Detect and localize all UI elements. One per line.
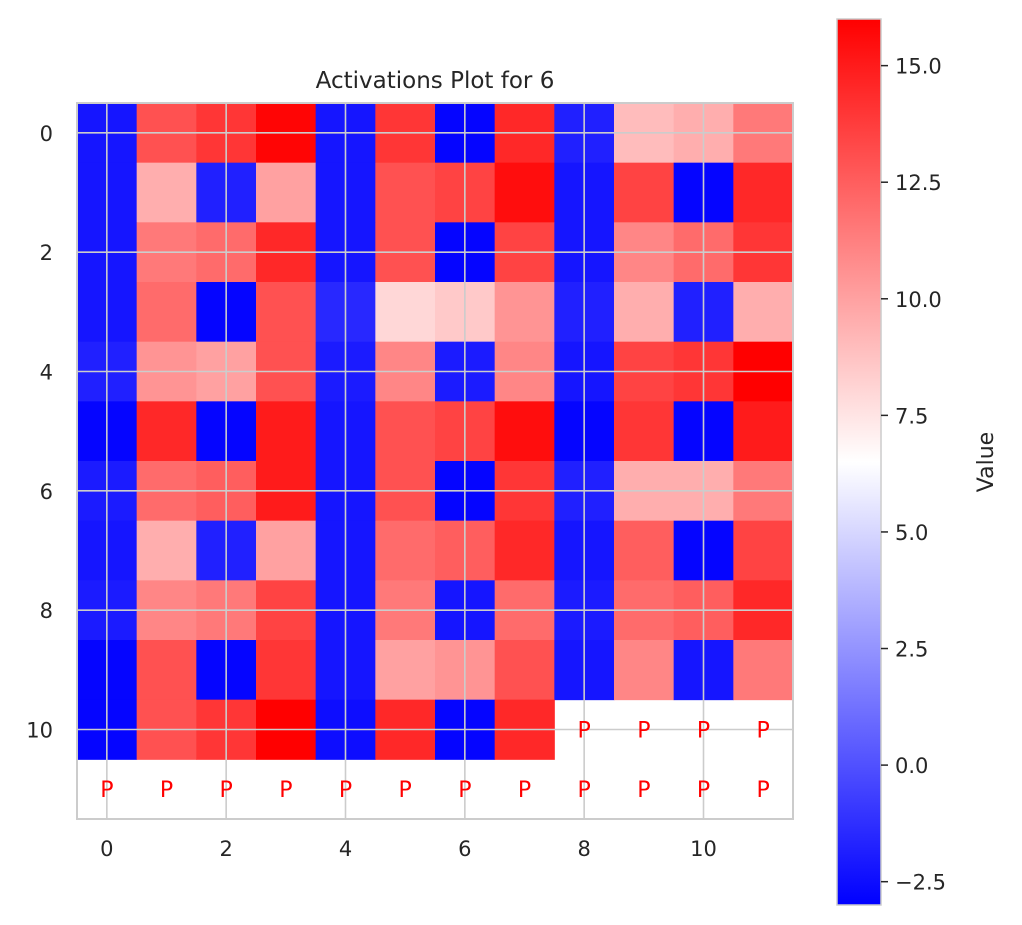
heatmap-cell bbox=[375, 520, 436, 581]
heatmap-cell bbox=[136, 520, 197, 581]
heatmap-cell bbox=[375, 640, 436, 701]
heatmap-cell bbox=[614, 520, 675, 581]
heatmap-cell bbox=[256, 640, 317, 701]
y-tick-label: 0 bbox=[40, 122, 53, 146]
colorbar-tick-label: 0.0 bbox=[895, 754, 928, 778]
heatmap-cell bbox=[256, 401, 317, 462]
x-tick-label: 6 bbox=[458, 837, 471, 861]
colorbar-label: Value bbox=[974, 432, 999, 492]
heatmap-cell bbox=[733, 282, 794, 343]
padding-marker: P bbox=[220, 778, 233, 803]
heatmap-cell bbox=[614, 640, 675, 701]
heatmap-cell bbox=[136, 401, 197, 462]
padding-marker: P bbox=[458, 778, 471, 803]
y-tick-label: 6 bbox=[40, 480, 53, 504]
x-axis-ticks: 0 2 4 6 8 10 bbox=[100, 837, 717, 861]
y-tick-label: 2 bbox=[40, 241, 53, 265]
chart-title: Activations Plot for 6 bbox=[316, 68, 555, 94]
padding-marker: P bbox=[637, 778, 650, 803]
padding-marker: P bbox=[160, 778, 173, 803]
padding-marker: P bbox=[399, 778, 412, 803]
grid-lines bbox=[77, 103, 793, 819]
heatmap-cell bbox=[256, 520, 317, 581]
heatmap-cell bbox=[375, 162, 436, 223]
y-axis-ticks: 0 2 4 6 8 10 bbox=[26, 122, 53, 743]
padding-marker: P bbox=[697, 719, 710, 744]
padding-marker: P bbox=[757, 778, 770, 803]
padding-marker: P bbox=[339, 778, 352, 803]
heatmap-cell bbox=[494, 401, 555, 462]
colorbar-tick-label: 15.0 bbox=[895, 55, 942, 79]
heatmap-cell bbox=[733, 401, 794, 462]
heatmap-cell bbox=[614, 401, 675, 462]
heatmap-cells bbox=[77, 103, 794, 760]
heatmap-cell bbox=[494, 520, 555, 581]
heatmap-cell bbox=[494, 640, 555, 701]
heatmap-cell bbox=[733, 640, 794, 701]
colorbar-tick-label: −2.5 bbox=[895, 871, 946, 895]
heatmap-cell bbox=[733, 162, 794, 223]
padding-marker: P bbox=[578, 778, 591, 803]
y-tick-label: 8 bbox=[40, 599, 53, 623]
x-tick-label: 2 bbox=[219, 837, 232, 861]
padding-marker: P bbox=[578, 719, 591, 744]
heatmap-cell bbox=[256, 162, 317, 223]
x-tick-label: 10 bbox=[690, 837, 717, 861]
padding-labels: P P P P P P P P P P P P P P P P bbox=[100, 719, 770, 804]
colorbar-tick-label: 12.5 bbox=[895, 171, 942, 195]
colorbar-tick-label: 7.5 bbox=[895, 404, 928, 428]
heatmap-cell bbox=[136, 640, 197, 701]
padding-marker: P bbox=[697, 778, 710, 803]
heatmap-cell bbox=[136, 162, 197, 223]
heatmap-cell bbox=[375, 401, 436, 462]
padding-marker: P bbox=[637, 719, 650, 744]
x-tick-label: 4 bbox=[339, 837, 352, 861]
padding-marker: P bbox=[757, 719, 770, 744]
y-tick-label: 4 bbox=[40, 361, 53, 385]
heatmap-cell bbox=[375, 282, 436, 343]
padding-marker: P bbox=[518, 778, 531, 803]
colorbar-tick-label: 5.0 bbox=[895, 521, 928, 545]
colorbar bbox=[836, 18, 882, 906]
heatmap-cell bbox=[136, 282, 197, 343]
colorbar-ticks: −2.5 0.0 2.5 5.0 7.5 10.0 12.5 15.0 bbox=[881, 55, 946, 895]
heatmap-cell bbox=[256, 282, 317, 343]
heatmap-cell bbox=[614, 162, 675, 223]
colorbar-tick-label: 10.0 bbox=[895, 288, 942, 312]
y-tick-label: 10 bbox=[26, 719, 53, 743]
heatmap-cell bbox=[494, 282, 555, 343]
heatmap-cell bbox=[614, 282, 675, 343]
heatmap-cell bbox=[494, 162, 555, 223]
x-tick-label: 8 bbox=[577, 837, 590, 861]
colorbar-tick-label: 2.5 bbox=[895, 638, 928, 662]
x-tick-label: 0 bbox=[100, 837, 113, 861]
padding-marker: P bbox=[279, 778, 292, 803]
padding-marker: P bbox=[100, 778, 113, 803]
heatmap-cell bbox=[733, 520, 794, 581]
plot-frame bbox=[76, 102, 794, 820]
